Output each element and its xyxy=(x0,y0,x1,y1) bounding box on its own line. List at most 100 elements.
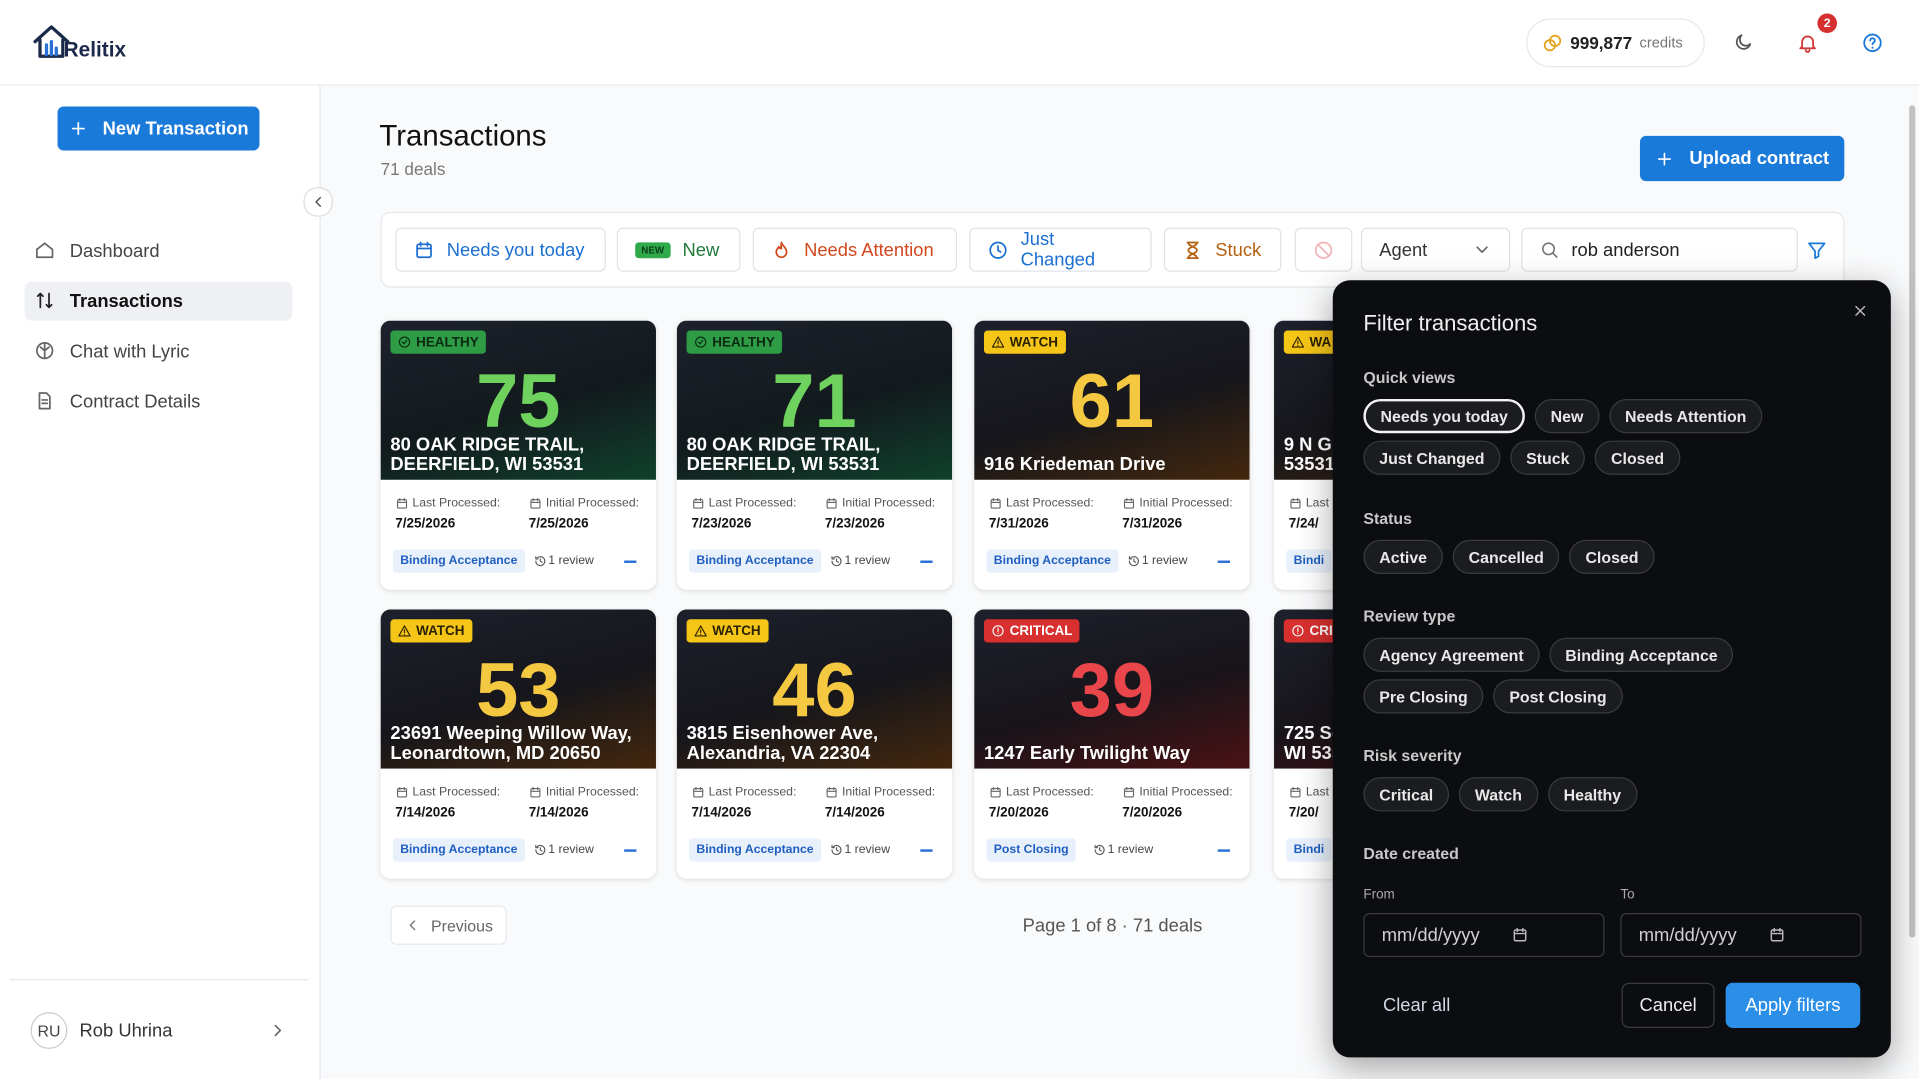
quick-filter-chip[interactable]: Stuck xyxy=(1163,227,1282,272)
status-icon xyxy=(398,336,411,348)
page-info: Page 1 of 8 · 71 deals xyxy=(1022,915,1203,937)
user-name[interactable]: Rob Uhrina xyxy=(79,1020,173,1042)
filter-option[interactable]: Active xyxy=(1363,539,1443,574)
status-label: WATCH xyxy=(712,623,761,639)
address-line: Leonardtown, MD 20650 xyxy=(390,742,601,764)
collapse-dash[interactable] xyxy=(624,560,637,563)
calendar-icon xyxy=(1290,786,1301,798)
nav-item[interactable]: Transactions xyxy=(24,281,293,321)
filter-option[interactable]: Pre Closing xyxy=(1363,679,1484,714)
previous-label: Previous xyxy=(431,916,493,935)
new-transaction-button[interactable]: New Transaction xyxy=(57,106,260,151)
risk-score: 75 xyxy=(476,359,561,445)
collapse-dash[interactable] xyxy=(920,849,933,852)
initial-processed-label: Initial Processed: xyxy=(842,785,936,800)
sidebar-divider xyxy=(9,979,309,981)
history-icon xyxy=(535,844,546,856)
transaction-card[interactable]: WATCH 61 916 Kriedeman Drive Last Processed… xyxy=(974,320,1250,590)
previous-button[interactable]: Previous xyxy=(390,905,507,945)
section-label: Risk severity xyxy=(1363,746,1462,765)
quick-filter-chip[interactable]: Needs Attention xyxy=(752,227,958,272)
calendar-icon xyxy=(1123,786,1135,798)
clear-all-button[interactable]: Clear all xyxy=(1382,994,1451,1016)
nav-icon xyxy=(36,341,54,360)
last-processed-date: 7/24/ xyxy=(1288,516,1319,532)
sidebar: New Transaction Dashboard Transactions Chat… xyxy=(0,85,321,1079)
to-label: To xyxy=(1620,887,1635,902)
filter-option[interactable]: Agency Agreement xyxy=(1363,637,1540,672)
last-processed-date: 7/23/2026 xyxy=(691,516,752,532)
address-line: 80 OAK RIDGE TRAIL, xyxy=(686,434,881,456)
apply-filters-button[interactable]: Apply filters xyxy=(1725,982,1861,1029)
page-subtitle: 71 deals xyxy=(380,159,446,179)
review-type-tag: Binding Acceptance xyxy=(689,838,821,862)
cancel-button[interactable]: Cancel xyxy=(1621,982,1715,1029)
card-header: CRITICAL 39 1247 Early Twilight Way xyxy=(974,609,1250,769)
filter-option[interactable]: Post Closing xyxy=(1493,679,1623,714)
address-line: 80 OAK RIDGE TRAIL, xyxy=(390,434,585,456)
transaction-card[interactable]: HEALTHY 71 80 OAK RIDGE TRAIL, DEERFIELD, W… xyxy=(676,320,953,590)
logo-icon xyxy=(33,25,70,58)
status-icon xyxy=(991,336,1005,348)
filter-option[interactable]: Watch xyxy=(1458,777,1538,812)
card-header: WATCH 61 916 Kriedeman Drive xyxy=(974,320,1250,480)
nav-icon xyxy=(36,242,54,259)
review-count: 1 review xyxy=(844,843,891,857)
collapse-button[interactable] xyxy=(303,187,333,217)
filter-option[interactable]: Healthy xyxy=(1547,777,1637,812)
filter-option[interactable]: Closed xyxy=(1569,539,1655,574)
clear-chip[interactable] xyxy=(1294,227,1353,272)
card-header: HEALTHY 71 80 OAK RIDGE TRAIL, DEERFIELD, W… xyxy=(676,320,953,480)
address-line: 9 N G xyxy=(1283,434,1332,456)
transaction-card[interactable]: WATCH 46 3815 Eisenhower Ave, Alexandria, V… xyxy=(676,609,953,879)
filter-option[interactable]: Binding Acceptance xyxy=(1549,637,1734,672)
transaction-card[interactable]: WATCH 53 23691 Weeping Willow Way, Leonardt… xyxy=(380,609,656,879)
credits-pill[interactable]: 999,877 credits xyxy=(1526,18,1705,68)
nav-item[interactable]: Chat with Lyric xyxy=(24,332,292,371)
nav-item[interactable]: Dashboard xyxy=(24,231,292,270)
date-placeholder: mm/dd/yyyy xyxy=(1638,924,1737,946)
upload-contract-button[interactable]: Upload contract xyxy=(1639,135,1845,182)
collapse-dash[interactable] xyxy=(624,849,637,852)
date-input[interactable]: mm/dd/yyyy xyxy=(1620,912,1862,958)
address: 916 Kriedeman Drive xyxy=(984,455,1166,475)
quick-filter-chip[interactable]: Just Changed xyxy=(969,227,1152,272)
filter-option[interactable]: Just Changed xyxy=(1363,440,1501,475)
transaction-card[interactable]: CRITICAL 39 1247 Early Twilight Way Last Pr… xyxy=(974,609,1250,879)
address: 80 OAK RIDGE TRAIL, DEERFIELD, WI 53531 xyxy=(686,434,881,475)
chip-label: Just Changed xyxy=(1020,228,1096,271)
chip-label: Needs Attention xyxy=(804,239,934,261)
filter-option[interactable]: Needs you today xyxy=(1363,398,1525,434)
status-icon xyxy=(694,625,707,637)
search-input[interactable]: rob anderson xyxy=(1521,227,1798,272)
initial-processed-date: 7/25/2026 xyxy=(528,516,589,532)
collapse-dash[interactable] xyxy=(920,560,933,563)
filter-option[interactable]: Closed xyxy=(1595,440,1681,475)
review-type-tag: Bindi xyxy=(1286,838,1332,862)
last-processed-label: Last Processed: xyxy=(708,496,797,511)
address-line: WI 535 xyxy=(1283,742,1342,764)
nav-item[interactable]: Contract Details xyxy=(24,382,292,421)
date-input[interactable]: mm/dd/yyyy xyxy=(1363,912,1605,958)
quick-filter-chip[interactable]: Needs you today xyxy=(395,227,606,272)
agent-select[interactable]: Agent xyxy=(1360,227,1511,272)
logo-text[interactable]: Relitix xyxy=(63,37,127,62)
filter-option[interactable]: Stuck xyxy=(1510,440,1586,475)
nav-label: Chat with Lyric xyxy=(69,341,190,363)
initial-processed-label: Initial Processed: xyxy=(545,496,640,511)
last-processed-label: Last xyxy=(1305,496,1329,511)
close-button[interactable] xyxy=(1852,302,1872,322)
filter-option[interactable]: Cancelled xyxy=(1452,539,1560,574)
history-icon xyxy=(1094,844,1105,856)
filter-option[interactable]: Needs Attention xyxy=(1609,398,1763,434)
previous-icon xyxy=(409,920,416,931)
section-label: Quick views xyxy=(1363,368,1456,387)
quick-filter-chip[interactable]: NEW New xyxy=(616,227,741,272)
collapse-dash[interactable] xyxy=(1217,560,1230,563)
transaction-card[interactable]: HEALTHY 75 80 OAK RIDGE TRAIL, DEERFIELD, W… xyxy=(380,320,656,590)
collapse-dash[interactable] xyxy=(1217,849,1230,852)
dropdown-icon xyxy=(1476,246,1488,253)
filter-option[interactable]: New xyxy=(1534,398,1600,434)
filter-option[interactable]: Critical xyxy=(1363,777,1450,812)
